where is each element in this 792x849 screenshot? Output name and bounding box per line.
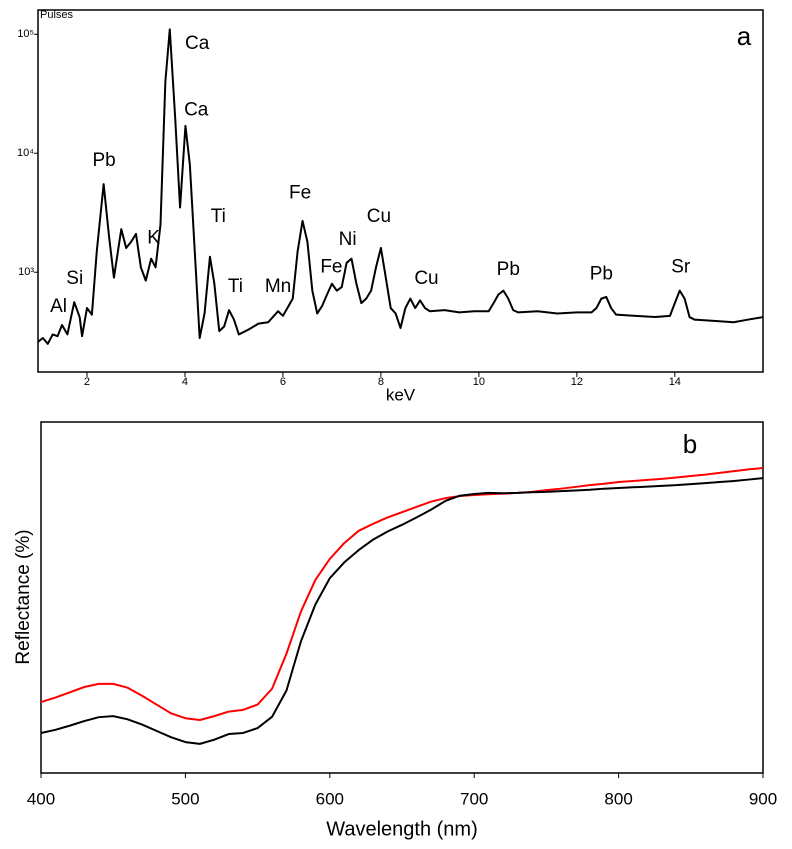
panel-label: a bbox=[737, 21, 752, 51]
x-tick-label: 700 bbox=[460, 789, 488, 808]
data-line bbox=[40, 466, 764, 721]
x-tick-label: 600 bbox=[316, 789, 344, 808]
y-axis-label: Pulses bbox=[40, 9, 74, 21]
x-tick-label: 6 bbox=[280, 376, 286, 388]
peak-label: Cu bbox=[414, 268, 438, 289]
peak-label: K bbox=[147, 227, 160, 248]
peak-label: Ni bbox=[339, 229, 357, 250]
peak-label: Pb bbox=[497, 259, 520, 280]
x-tick-label: 500 bbox=[171, 789, 199, 808]
peak-label: Al bbox=[50, 296, 67, 317]
peak-label: Pb bbox=[590, 263, 613, 284]
x-tick-label: 2 bbox=[84, 376, 90, 388]
peak-label: Mn bbox=[265, 276, 291, 297]
peak-label: Pb bbox=[93, 150, 116, 171]
peak-label: Ca bbox=[184, 99, 209, 120]
peak-label: Fe bbox=[289, 182, 311, 203]
y-tick-label: 10⁵ bbox=[17, 28, 34, 40]
x-tick-label: 14 bbox=[669, 376, 681, 388]
x-tick-label: 800 bbox=[604, 789, 632, 808]
y-tick-label: 10³ bbox=[18, 266, 34, 278]
panel-label: b bbox=[683, 429, 697, 459]
peak-label: Sr bbox=[671, 256, 691, 277]
data-line bbox=[37, 28, 764, 345]
peak-label: Si bbox=[66, 268, 83, 289]
peak-label: Cu bbox=[367, 206, 391, 227]
data-line bbox=[40, 477, 764, 745]
peak-label: Ti bbox=[228, 276, 243, 297]
x-axis-label: keV bbox=[386, 385, 416, 404]
peak-label: Fe bbox=[320, 256, 342, 277]
y-axis-label: Reflectance (%) bbox=[13, 529, 34, 664]
plot-frame bbox=[37, 9, 764, 373]
x-tick-label: 400 bbox=[27, 789, 55, 808]
x-tick-label: 10 bbox=[473, 376, 485, 388]
x-tick-label: 12 bbox=[571, 376, 583, 388]
peak-label: Ti bbox=[211, 206, 226, 227]
y-tick-label: 10⁴ bbox=[17, 147, 34, 159]
x-axis-label: Wavelength (nm) bbox=[326, 818, 478, 840]
x-tick-label: 900 bbox=[749, 789, 777, 808]
peak-label: Ca bbox=[185, 33, 210, 54]
x-tick-label: 8 bbox=[378, 376, 384, 388]
x-tick-label: 4 bbox=[182, 376, 188, 388]
plot-frame bbox=[40, 421, 764, 774]
